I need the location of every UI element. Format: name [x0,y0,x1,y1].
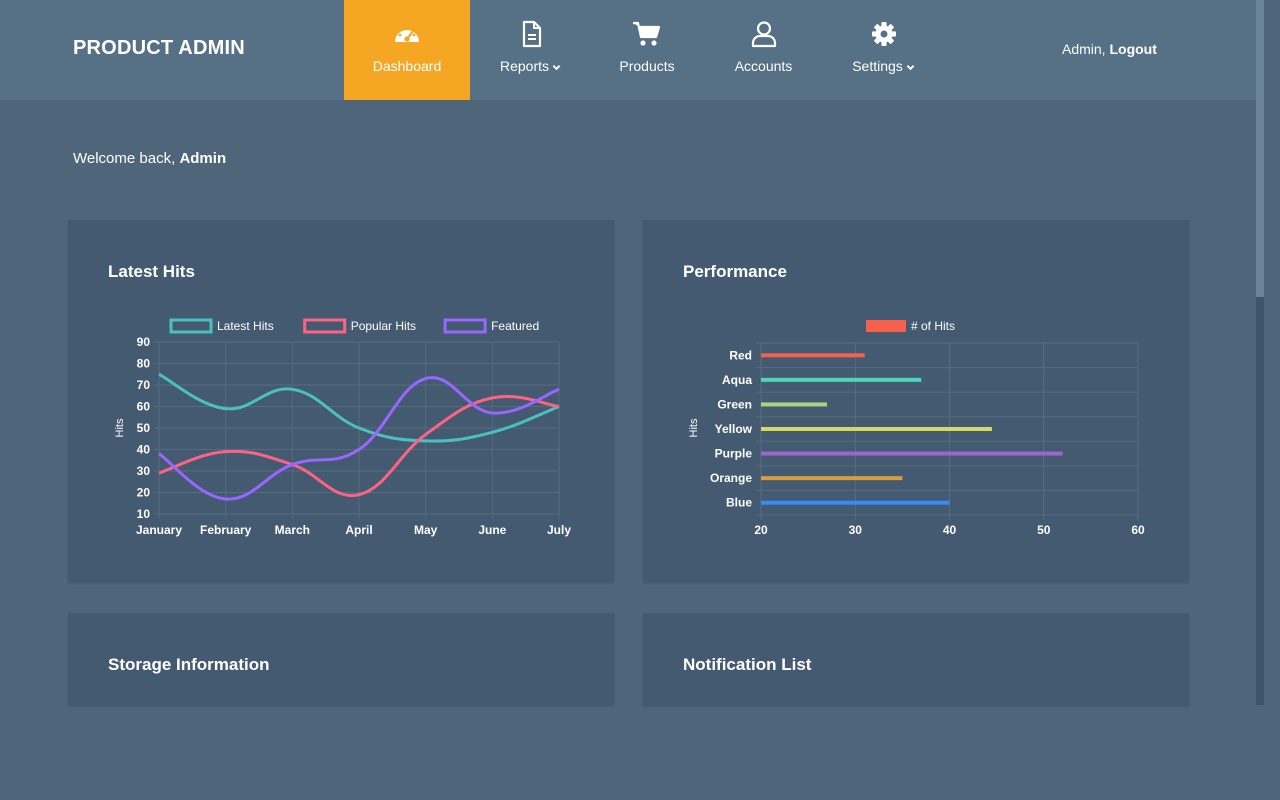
y-tick-label: 80 [137,357,151,371]
y-tick-label: 60 [137,400,151,414]
series-line [158,395,560,497]
nav-products[interactable]: Products [591,0,703,100]
x-tick-label: April [345,523,372,537]
y-tick-label: Aqua [722,373,752,387]
series-line [158,372,560,443]
nav-reports-label: Reports [470,58,591,74]
legend-label: Popular Hits [351,319,416,333]
x-tick-label: February [200,523,252,537]
series-line [158,376,560,501]
storage-title: Storage Information [108,655,270,674]
legend-label: Latest Hits [217,319,274,333]
user-name: Admin, [1062,41,1106,57]
nav-accounts-label: Accounts [734,58,793,74]
nav-settings[interactable]: Settings [824,0,943,100]
tachometer-icon [395,26,419,42]
logout-link[interactable]: Logout [1109,41,1157,57]
y-tick-label: Yellow [715,422,753,436]
scrollbar[interactable] [1256,0,1264,705]
bar [761,500,950,505]
storage-panel: Storage Information [68,613,614,705]
y-axis-label: Hits [688,418,700,437]
bar [761,476,903,481]
chevron-down-icon [906,64,915,71]
legend-swatch [169,318,213,334]
latest-hits-panel: Latest Hits 10 20 30 40 50 60 70 80 90 January Feb… [68,220,614,582]
y-axis-label: Hits [114,418,126,437]
performance-panel: Performance 20 30 40 50 60 Hits # of Hits Red Aq… [643,220,1189,582]
y-tick-label: Green [717,397,752,411]
y-tick-label: 70 [137,378,151,392]
x-tick-label: July [547,523,571,537]
performance-chart: 20 30 40 50 60 Hits # of Hits Red Aqua Green Yello… [688,319,1145,537]
x-tick-label: January [136,523,182,537]
y-tick-label: 50 [137,421,151,435]
y-tick-label: 10 [137,507,151,521]
nav-settings-label: Settings [824,58,943,74]
user-info: Admin, Logout [1062,41,1157,57]
welcome-text: Welcome back, [73,150,176,167]
scrollbar-thumb[interactable] [1256,0,1264,297]
x-tick-label: June [478,523,506,537]
bar [761,353,865,358]
y-tick-label: Purple [715,447,753,461]
gear-icon [871,22,896,46]
y-tick-label: 90 [137,335,151,349]
bar [761,451,1063,456]
user-icon [751,21,776,48]
x-tick-label: 50 [1037,523,1051,537]
x-tick-label: March [275,523,310,537]
latest-hits-chart: 10 20 30 40 50 60 70 80 90 January February March Ap… [114,318,571,537]
nav-accounts[interactable]: Accounts [703,0,824,100]
x-tick-label: 40 [943,523,957,537]
x-tick-label: 60 [1131,523,1145,537]
brand-title[interactable]: PRODUCT ADMIN [73,37,245,59]
bar [761,377,922,382]
welcome-message: Welcome back, Admin [73,150,226,167]
welcome-user: Admin [179,150,227,167]
notification-panel: Notification List [643,613,1189,705]
notification-title: Notification List [683,655,812,674]
nav-products-label: Products [619,58,675,74]
chevron-down-icon [552,64,561,71]
latest-hits-title: Latest Hits [108,262,195,281]
document-icon [522,20,541,48]
y-tick-label: Blue [726,496,752,510]
nav-dashboard[interactable]: Dashboard [344,0,470,100]
y-tick-label: Orange [710,471,752,485]
x-tick-label: 20 [754,523,768,537]
performance-title: Performance [683,262,787,281]
cart-icon [633,21,661,46]
y-tick-label: 40 [137,443,151,457]
nav-reports[interactable]: Reports [470,0,591,100]
nav-dashboard-label: Dashboard [372,58,442,74]
top-navbar: PRODUCT ADMIN Dashboard Reports Pro [0,0,1256,100]
x-tick-label: May [414,523,438,537]
x-tick-label: 30 [849,523,863,537]
legend-swatch [443,318,487,334]
y-tick-label: 30 [137,464,151,478]
y-tick-label: 20 [137,486,151,500]
legend-label: Featured [491,319,539,333]
legend-swatch [303,318,347,334]
bar [761,402,827,407]
y-tick-label: Red [729,348,752,362]
legend-swatch [866,320,906,332]
legend-label: # of Hits [911,319,955,333]
bar [761,427,992,431]
